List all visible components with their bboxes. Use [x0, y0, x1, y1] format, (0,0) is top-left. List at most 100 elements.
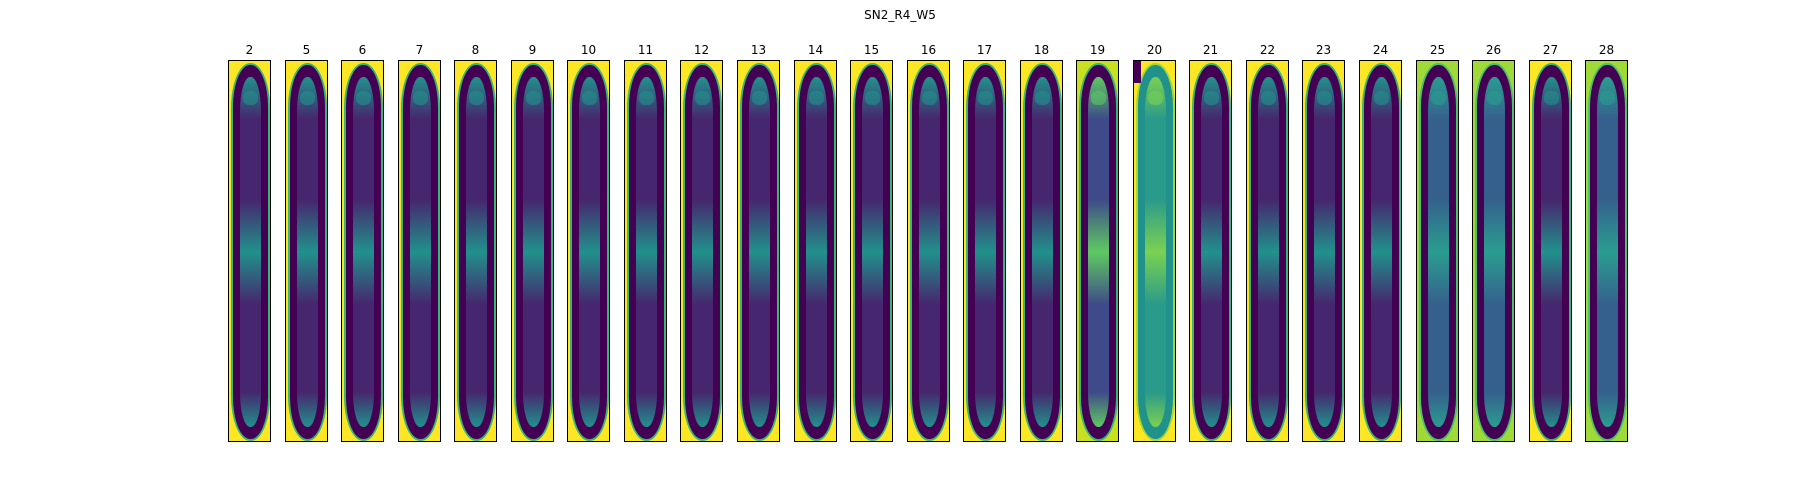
- cell-interior: [806, 77, 827, 427]
- panel-label: 14: [794, 43, 837, 57]
- panel: 8: [454, 60, 497, 442]
- cell-image: [1472, 60, 1515, 442]
- cell-image: [228, 60, 271, 442]
- cell-image: [1020, 60, 1063, 442]
- panel: 18: [1020, 60, 1063, 442]
- panel: 13: [737, 60, 780, 442]
- cell-image: [341, 60, 384, 442]
- cell-image: [680, 60, 723, 442]
- panel: 2: [228, 60, 271, 442]
- panel-label: 23: [1302, 43, 1345, 57]
- panel-label: 5: [285, 43, 328, 57]
- cell-image: [454, 60, 497, 442]
- panel-label: 16: [907, 43, 950, 57]
- cell-interior: [240, 77, 261, 427]
- cell-top-spot: [413, 91, 428, 105]
- cell-top-spot: [1035, 91, 1050, 105]
- panel: 25: [1416, 60, 1459, 442]
- panel: 12: [680, 60, 723, 442]
- cell-top-spot: [639, 91, 654, 105]
- cell-interior: [919, 77, 940, 427]
- cell-top-spot: [300, 91, 315, 105]
- cell-top-spot: [356, 91, 371, 105]
- cell-image: [850, 60, 893, 442]
- cell-interior: [975, 77, 996, 427]
- panel: 6: [341, 60, 384, 442]
- cell-top-spot: [978, 91, 993, 105]
- cell-top-spot: [243, 91, 258, 105]
- panel: 26: [1472, 60, 1515, 442]
- cell-top-spot: [1374, 91, 1389, 105]
- cell-top-spot: [469, 91, 484, 105]
- cell-heatmap: [964, 61, 1006, 442]
- cell-top-spot: [1317, 91, 1332, 105]
- panel-label: 11: [624, 43, 667, 57]
- cell-heatmap: [1021, 61, 1063, 442]
- panel: 7: [398, 60, 441, 442]
- panel-label: 12: [680, 43, 723, 57]
- cell-heatmap: [795, 61, 837, 442]
- cell-interior: [1145, 77, 1166, 427]
- cell-interior: [636, 77, 657, 427]
- cell-interior: [410, 77, 431, 427]
- cell-heatmap: [1077, 61, 1119, 442]
- panel: 22: [1246, 60, 1289, 442]
- panel-label: 13: [737, 43, 780, 57]
- panel: 24: [1359, 60, 1402, 442]
- panel-label: 22: [1246, 43, 1289, 57]
- cell-heatmap: [1360, 61, 1402, 442]
- cell-heatmap: [455, 61, 497, 442]
- cell-top-spot: [865, 91, 880, 105]
- cell-top-spot: [1091, 91, 1106, 105]
- cell-interior: [1371, 77, 1392, 427]
- panel-label: 2: [228, 43, 271, 57]
- cell-heatmap: [512, 61, 554, 442]
- cell-image: [963, 60, 1006, 442]
- panel-label: 28: [1585, 43, 1628, 57]
- cell-image: [567, 60, 610, 442]
- cell-top-spot: [526, 91, 541, 105]
- panel: 5: [285, 60, 328, 442]
- panel: 15: [850, 60, 893, 442]
- cell-image: [907, 60, 950, 442]
- cell-top-spot: [695, 91, 710, 105]
- panel: 16: [907, 60, 950, 442]
- cell-interior: [862, 77, 883, 427]
- panel: 14: [794, 60, 837, 442]
- cell-heatmap: [1190, 61, 1232, 442]
- cell-image: [737, 60, 780, 442]
- cell-interior: [1088, 77, 1109, 427]
- cell-top-spot: [1148, 91, 1163, 105]
- cell-top-spot: [1204, 91, 1219, 105]
- cell-interior: [1201, 77, 1222, 427]
- cell-image: [794, 60, 837, 442]
- cell-heatmap: [1473, 61, 1515, 442]
- cell-top-spot: [1600, 91, 1615, 105]
- cell-heatmap: [229, 61, 271, 442]
- cell-top-spot: [1431, 91, 1446, 105]
- panel: 28: [1585, 60, 1628, 442]
- cell-image: [285, 60, 328, 442]
- panel-label: 19: [1076, 43, 1119, 57]
- cell-interior: [353, 77, 374, 427]
- panel: 10: [567, 60, 610, 442]
- panel: 20: [1133, 60, 1176, 442]
- cell-image: [1359, 60, 1402, 442]
- cell-heatmap: [1417, 61, 1459, 442]
- cell-image: [1076, 60, 1119, 442]
- panel-label: 25: [1416, 43, 1459, 57]
- cell-interior: [1258, 77, 1279, 427]
- cell-heatmap: [1303, 61, 1345, 442]
- cell-interior: [749, 77, 770, 427]
- panel-label: 8: [454, 43, 497, 57]
- panel-label: 9: [511, 43, 554, 57]
- panel-label: 10: [567, 43, 610, 57]
- cell-interior: [297, 77, 318, 427]
- cell-interior: [523, 77, 544, 427]
- cell-interior: [1032, 77, 1053, 427]
- panel-label: 24: [1359, 43, 1402, 57]
- panel: 9: [511, 60, 554, 442]
- cell-image: [1133, 60, 1176, 442]
- cell-interior: [1541, 77, 1562, 427]
